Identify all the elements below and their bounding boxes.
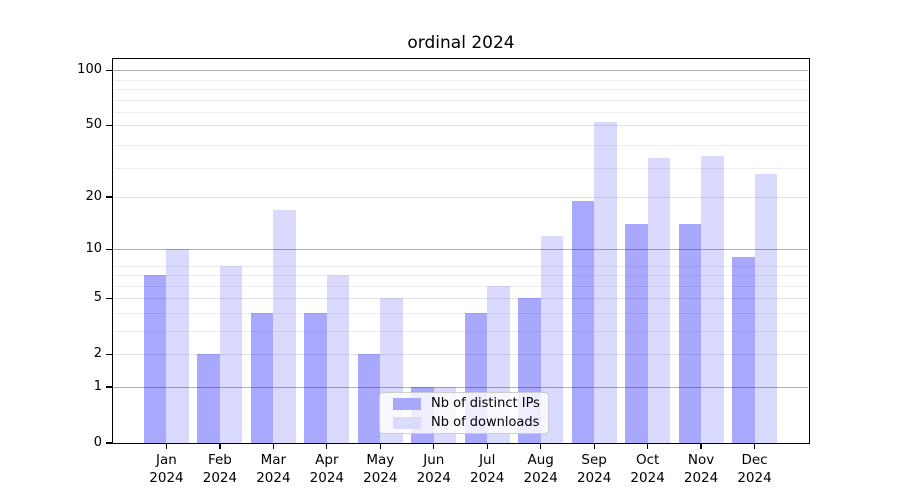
bar-downloads-0 (166, 249, 189, 443)
x-tick-label-6: Jul 2024 (470, 452, 505, 486)
y-tick-label-50: 50 (85, 117, 102, 133)
y-gridline-minor (113, 285, 808, 287)
y-tick-label-1: 1 (93, 379, 102, 394)
y-tick-mark-5 (106, 297, 113, 299)
x-tick-mark-4 (379, 444, 381, 449)
y-gridline-10 (113, 249, 808, 251)
y-tick-mark-1 (106, 386, 113, 388)
x-tick-mark-11 (753, 444, 756, 449)
legend-label-distinct-ips: Nb of distinct IPs (431, 395, 540, 411)
x-tick-label-4: May 2024 (363, 452, 398, 486)
bar-downloads-1 (219, 265, 243, 443)
chart-title: ordinal 2024 (407, 33, 515, 53)
y-gridline-50 (113, 125, 808, 127)
y-gridline-minor (113, 89, 808, 91)
y-tick-label-100: 100 (77, 62, 102, 78)
bar-downloads-7 (540, 235, 564, 443)
legend: Nb of distinct IPs Nb of downloads (379, 392, 549, 434)
y-gridline-2 (113, 354, 808, 356)
bar-distinct-ips-3 (304, 313, 327, 443)
y-gridline-20 (113, 197, 808, 199)
x-tick-label-7: Aug 2024 (523, 452, 558, 486)
bar-distinct-ips-8 (571, 201, 595, 443)
y-tick-mark-10 (106, 248, 113, 250)
bar-downloads-2 (273, 209, 296, 443)
bar-distinct-ips-2 (250, 313, 274, 443)
x-tick-mark-9 (646, 444, 649, 449)
bar-downloads-10 (701, 155, 724, 443)
x-tick-label-11: Dec 2024 (737, 452, 772, 486)
bar-distinct-ips-11 (732, 257, 755, 443)
legend-swatch-distinct-ips (393, 397, 421, 410)
legend-item-downloads: Nb of downloads (393, 415, 548, 431)
y-gridline-minor (113, 145, 808, 147)
bar-downloads-8 (594, 122, 617, 443)
y-tick-label-10: 10 (85, 241, 102, 257)
y-tick-label-0: 0 (93, 435, 102, 450)
y-gridline-1 (113, 387, 808, 388)
legend-swatch-downloads (393, 416, 421, 429)
x-tick-mark-3 (326, 444, 328, 449)
x-tick-label-5: Jun 2024 (416, 452, 451, 486)
bar-downloads-11 (754, 173, 778, 443)
bar-distinct-ips-0 (143, 275, 167, 443)
y-gridline-minor (113, 168, 808, 170)
y-tick-mark-0 (106, 442, 113, 444)
x-tick-label-1: Feb 2024 (202, 452, 238, 486)
y-gridline-5 (113, 298, 808, 300)
bar-distinct-ips-10 (678, 224, 702, 443)
y-tick-mark-2 (106, 353, 113, 355)
x-tick-mark-6 (486, 444, 488, 449)
y-gridline-minor (113, 99, 808, 101)
x-tick-label-8: Sep 2024 (576, 452, 612, 486)
y-gridline-minor (113, 312, 808, 314)
x-tick-label-10: Nov 2024 (683, 452, 719, 486)
y-gridline-minor (113, 79, 808, 81)
y-gridline-minor (113, 275, 808, 277)
x-tick-mark-0 (165, 444, 168, 449)
x-tick-label-9: Oct 2024 (630, 452, 665, 486)
plot-area (113, 59, 808, 443)
y-gridline-100 (113, 70, 808, 72)
x-tick-label-0: Jan 2024 (149, 452, 184, 486)
x-tick-label-2: Mar 2024 (256, 452, 291, 486)
bar-downloads-9 (647, 158, 671, 443)
bar-downloads-3 (326, 275, 350, 443)
legend-label-downloads: Nb of downloads (431, 414, 540, 430)
y-tick-mark-50 (106, 124, 113, 127)
y-gridline-minor (113, 112, 808, 114)
y-tick-mark-20 (106, 196, 113, 198)
bar-distinct-ips-4 (357, 354, 381, 443)
x-tick-mark-7 (540, 444, 542, 449)
y-tick-label-5: 5 (93, 290, 102, 306)
x-tick-mark-1 (219, 444, 221, 449)
x-tick-mark-5 (433, 444, 435, 449)
legend-item-distinct-ips: Nb of distinct IPs (393, 396, 548, 412)
y-gridline-minor (113, 265, 808, 267)
x-tick-mark-10 (700, 444, 702, 449)
x-tick-mark-2 (272, 444, 275, 449)
y-gridline-minor (113, 331, 808, 333)
bar-distinct-ips-1 (197, 354, 220, 443)
bar-distinct-ips-9 (625, 224, 648, 443)
x-tick-mark-8 (593, 444, 595, 449)
y-tick-label-2: 2 (93, 346, 102, 362)
y-tick-label-20: 20 (85, 189, 102, 205)
y-tick-mark-100 (106, 69, 113, 71)
x-tick-label-3: Apr 2024 (309, 452, 345, 486)
